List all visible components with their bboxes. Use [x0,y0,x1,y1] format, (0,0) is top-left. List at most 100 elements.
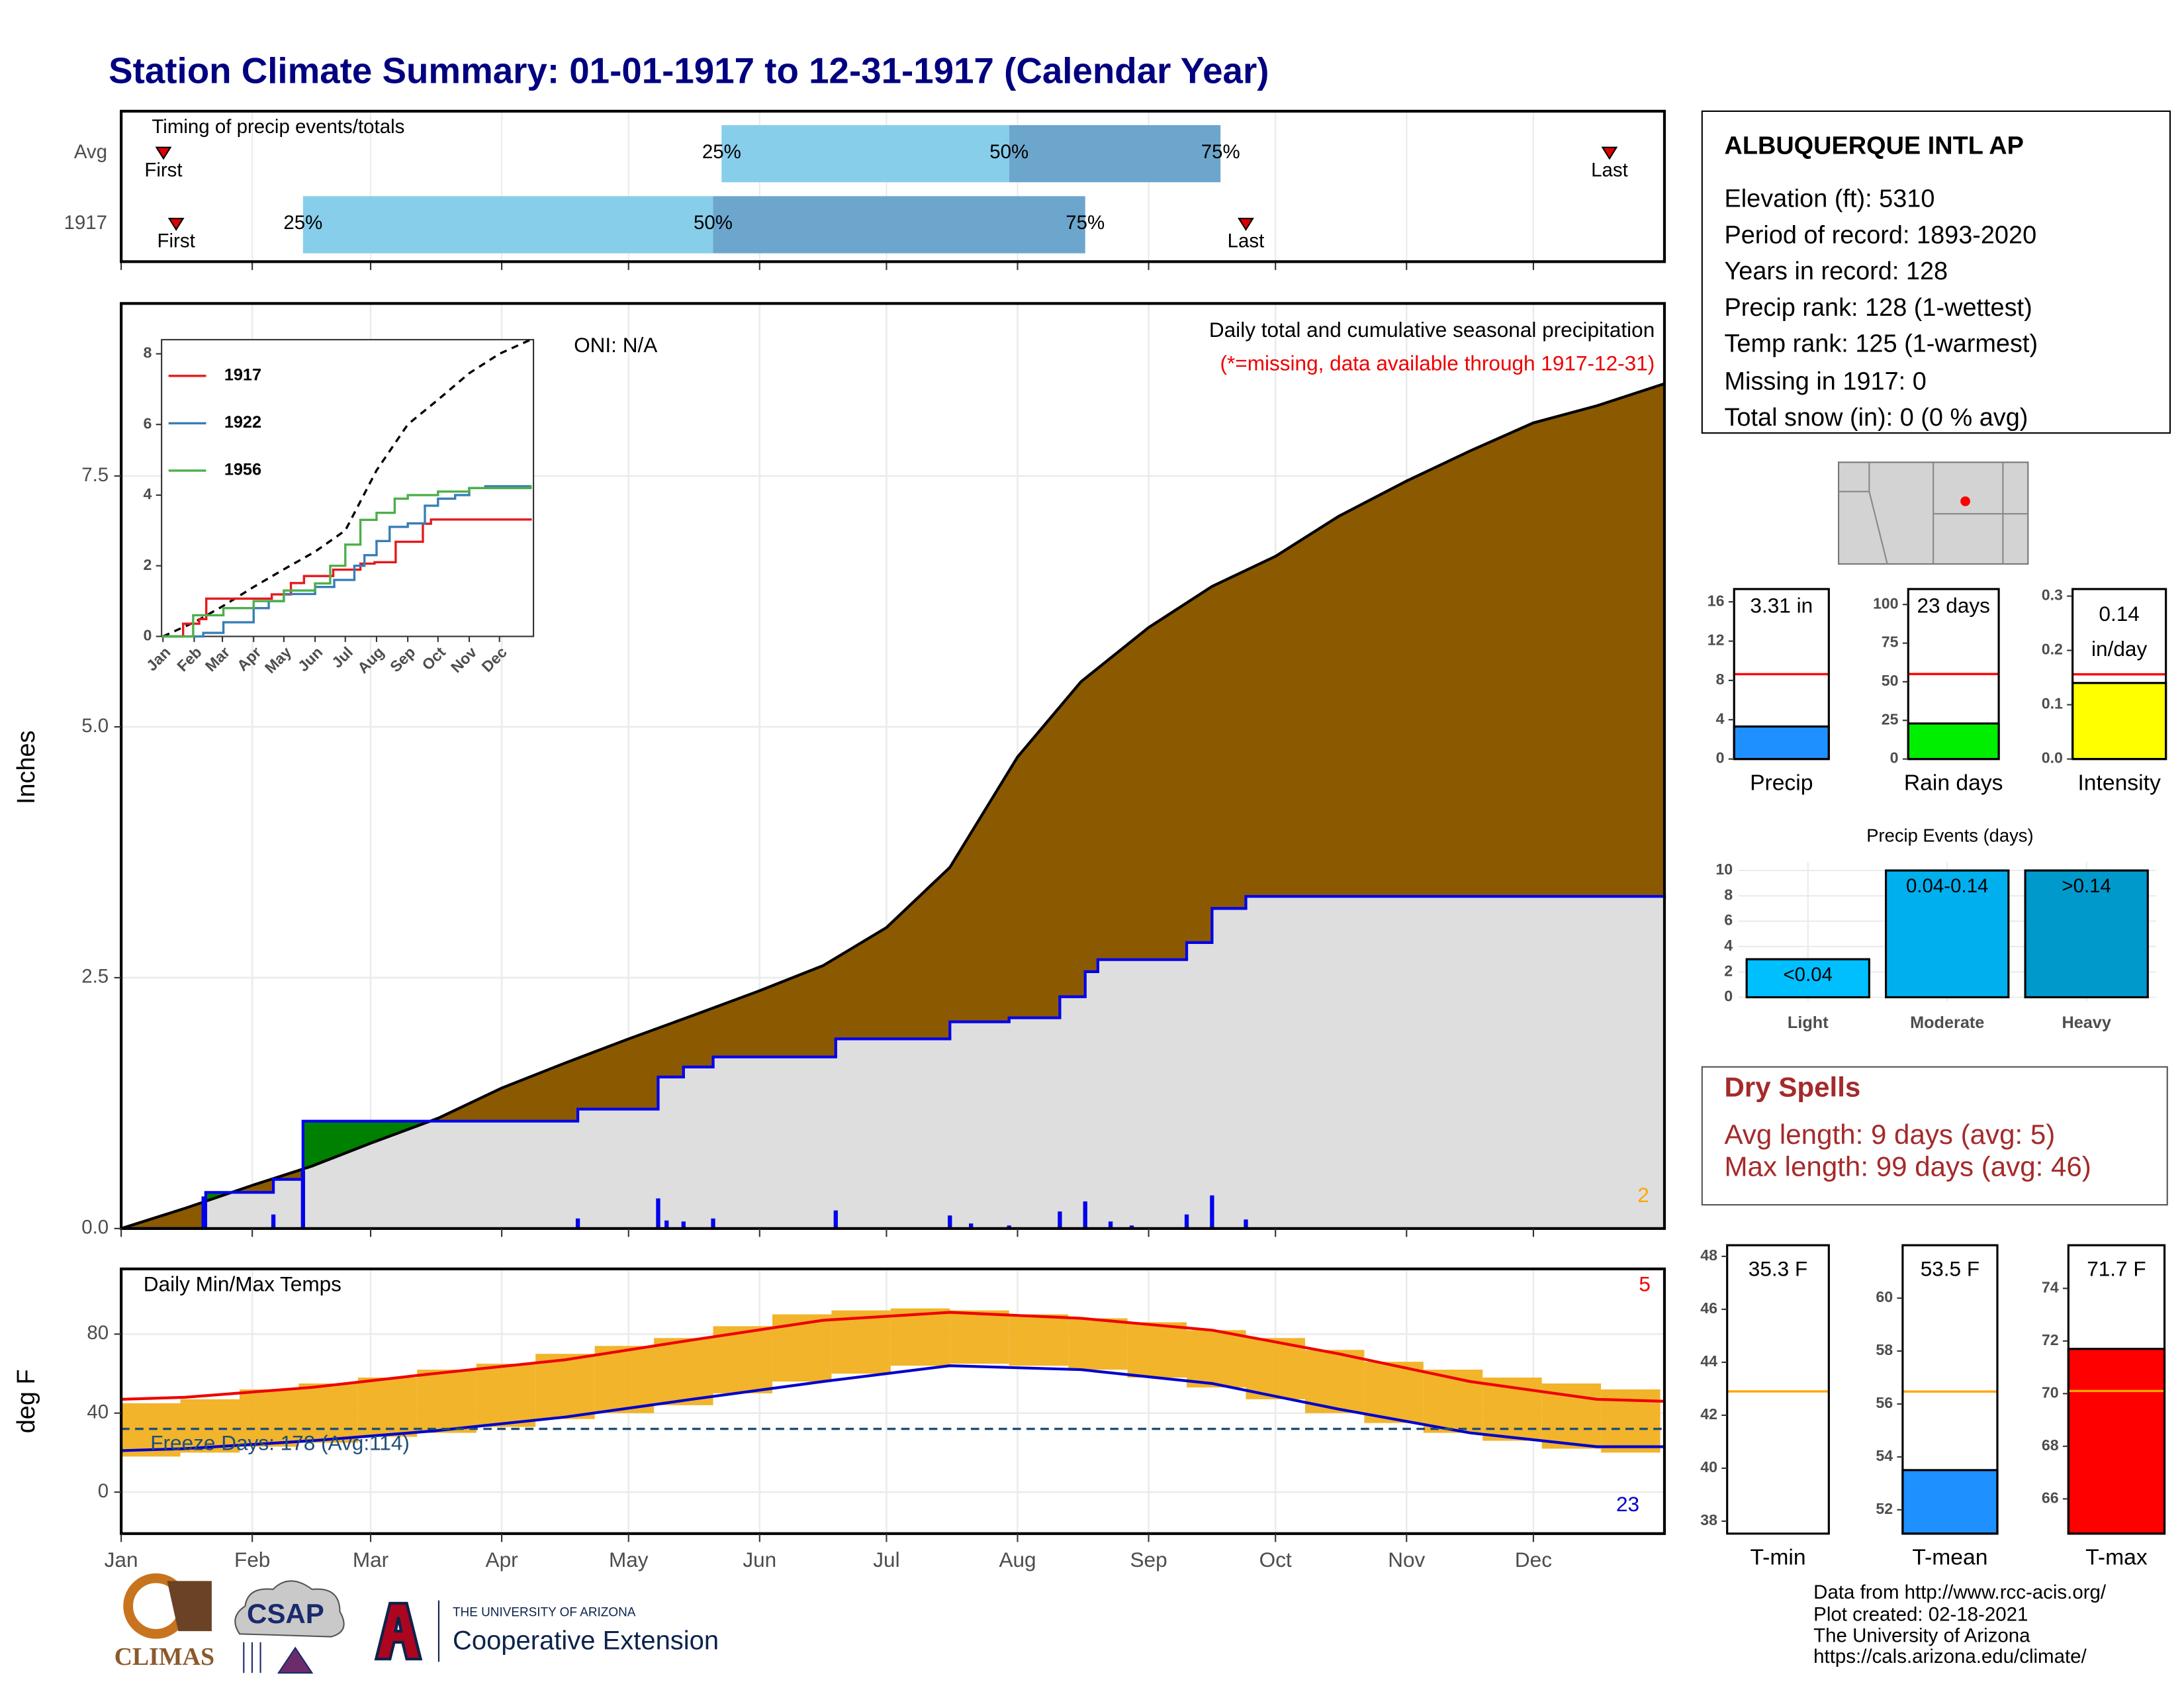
logos: CLIMAS CSAP THE UNIVERSITY OF ARIZONA Co… [114,1573,719,1674]
y-tick-label: 16 [1707,592,1725,609]
station-line: Years in record: 128 [1724,258,1948,285]
bar [1745,958,1870,999]
y-tick-label: 6 [1724,912,1733,929]
temp-range-bar [1009,1314,1069,1366]
x-tick-label: Jul [873,1548,899,1571]
y-tick-label: 0 [1716,749,1725,767]
y-tick-label: 7.5 [81,464,109,486]
climas-logo-text: CLIMAS [114,1643,215,1671]
panel-frame [119,109,1666,263]
temp-range-bar [594,1346,655,1413]
daily-bar [1108,1221,1113,1229]
bar [1733,725,1830,761]
event-label: Last [1591,159,1628,181]
y-tick-label: 6 [144,414,152,432]
mini-frame [2071,588,2167,761]
daily-bar [833,1210,838,1229]
y-tick-label: 68 [2042,1436,2059,1454]
temp-range-bar [713,1326,772,1393]
quartile-bar [713,196,1085,254]
x-tick-label: Light [1788,1013,1829,1032]
daily-bar [948,1215,952,1229]
daily-bar [656,1198,660,1229]
csap-cloud [234,1580,345,1638]
climas-emblem-block [167,1581,212,1632]
quartile-label: 50% [694,212,733,234]
x-tick-label: Jun [743,1548,776,1571]
daily-bar [969,1223,974,1229]
map-borders [1839,462,2028,565]
y-tick-label: 8 [1724,886,1733,903]
event-marker [167,217,185,231]
quartile-label: 25% [702,141,741,163]
station-line: Temp rank: 125 (1-warmest) [1724,330,2038,358]
mini-frame [2067,1244,2166,1535]
x-tick-label: Sep [1130,1548,1167,1571]
event-marker [155,146,172,160]
value-label: 23 days [1917,594,1990,618]
y-tick-label: 48 [1700,1246,1717,1264]
event-label: First [158,230,195,252]
quartile-label: 25% [283,212,322,234]
x-tick-label: Moderate [1910,1013,1984,1032]
y-tick-label: 0.0 [2042,749,2063,767]
x-tick-label: Nov [1388,1548,1425,1571]
dry-spells-box [1701,1066,2168,1206]
daily-bar [681,1221,686,1229]
range-label: <0.04 [1783,964,1833,986]
x-tick-label: Oct [1259,1548,1292,1571]
y-tick-label: 0.3 [2042,586,2063,604]
temp-range-bar [1187,1330,1246,1387]
y-tick-label: 0 [1724,988,1733,1005]
category-label: T-mean [1912,1546,1987,1570]
temp-range-bar [476,1364,536,1427]
average-line [120,382,1665,1230]
y-axis-label: deg F [13,1369,40,1433]
record-low-count: 23 [1616,1492,1639,1516]
y-tick-label: 2 [144,556,152,573]
station-line: Period of record: 1893-2020 [1724,221,2036,249]
csap-graphic [243,1642,314,1674]
daily-bar [1083,1201,1087,1229]
y-axis-label: Inches [13,730,40,804]
panel-title: Daily Min/Max Temps [144,1272,341,1295]
daily-bar [575,1218,580,1229]
x-tick-label: May [609,1548,649,1571]
event-marker [1238,217,1254,231]
footer-line: The University of Arizona [1813,1624,2030,1646]
range-label: 0.04-0.14 [1906,875,1988,897]
y-tick-label: 100 [1873,594,1899,612]
y-tick-label: 75 [1882,633,1899,651]
y-tick-label: 52 [1876,1500,1893,1517]
daily-bar [1244,1219,1248,1229]
station-line: Precip rank: 128 (1-wettest) [1724,294,2032,322]
category-label: Precip [1750,771,1813,795]
y-tick-label: 46 [1700,1299,1717,1317]
dry-spells-title: Dry Spells [1724,1072,1860,1103]
bar [2071,682,2167,761]
y-tick-label: 70 [2042,1383,2059,1401]
temp-range-bar [1127,1322,1187,1378]
daily-bar [1129,1225,1134,1229]
temp-range-bar [357,1378,418,1437]
page-title: Station Climate Summary: 01-01-1917 to 1… [109,50,1269,91]
y-tick-label: 5.0 [81,715,109,737]
dry-spells-line: Max length: 99 days (avg: 46) [1724,1150,2091,1182]
y-tick-label: 74 [2042,1278,2059,1295]
y-tick-label: 56 [1876,1394,1893,1411]
quartile-bar [1009,125,1221,183]
category-label: T-max [2085,1546,2148,1570]
value-label: 71.7 F [2087,1256,2146,1280]
mini-frame [1901,1244,1999,1535]
temp-range-bar [1246,1338,1305,1399]
y-tick-label: 2 [1724,962,1733,979]
y-tick-label: 44 [1700,1352,1717,1370]
temp-range-bar [890,1308,950,1366]
bar [1885,869,2010,999]
legend-label: 1956 [224,461,261,479]
y-tick-label: 50 [1882,672,1899,689]
row-label: Avg [74,141,107,163]
y-tick-label: 12 [1707,632,1725,649]
y-tick-label: 0.2 [2042,641,2063,658]
